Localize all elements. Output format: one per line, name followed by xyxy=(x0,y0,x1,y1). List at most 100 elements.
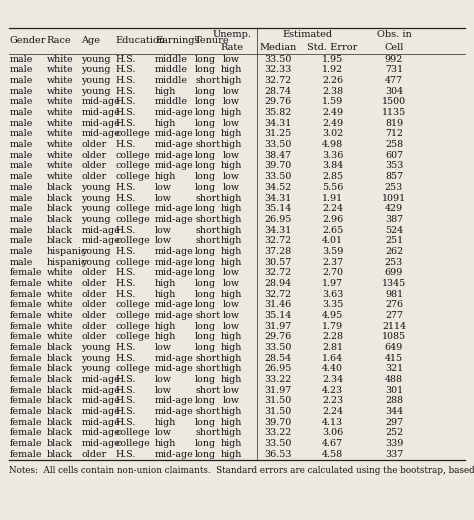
Text: Rate: Rate xyxy=(220,43,243,52)
Text: white: white xyxy=(47,151,73,160)
Text: male: male xyxy=(9,162,33,171)
Text: mid-age: mid-age xyxy=(155,162,194,171)
Text: 34.31: 34.31 xyxy=(264,193,292,202)
Text: 2.24: 2.24 xyxy=(322,204,343,213)
Text: 288: 288 xyxy=(385,396,403,406)
Text: 2.96: 2.96 xyxy=(322,215,343,224)
Text: high: high xyxy=(155,87,176,96)
Text: high: high xyxy=(221,108,242,117)
Text: 3.36: 3.36 xyxy=(322,151,343,160)
Text: female: female xyxy=(9,365,42,373)
Text: H.S.: H.S. xyxy=(116,343,136,352)
Text: black: black xyxy=(47,439,73,448)
Text: middle: middle xyxy=(155,76,188,85)
Text: low: low xyxy=(223,119,240,128)
Text: high: high xyxy=(221,343,242,352)
Text: black: black xyxy=(47,407,73,416)
Text: 4.23: 4.23 xyxy=(322,386,343,395)
Text: low: low xyxy=(155,236,172,245)
Text: long: long xyxy=(195,301,216,309)
Text: female: female xyxy=(9,268,42,277)
Text: 981: 981 xyxy=(385,290,403,298)
Text: 30.57: 30.57 xyxy=(264,257,292,267)
Text: female: female xyxy=(9,418,42,427)
Text: college: college xyxy=(116,236,150,245)
Text: 26.95: 26.95 xyxy=(264,215,292,224)
Text: short: short xyxy=(195,428,220,437)
Text: college: college xyxy=(116,439,150,448)
Text: young: young xyxy=(82,55,111,63)
Text: mid-age: mid-age xyxy=(155,450,194,459)
Text: 2.24: 2.24 xyxy=(322,407,343,416)
Text: mid-age: mid-age xyxy=(155,247,194,256)
Text: male: male xyxy=(9,66,33,74)
Text: 992: 992 xyxy=(385,55,403,63)
Text: 4.98: 4.98 xyxy=(322,140,343,149)
Text: Unemp.: Unemp. xyxy=(212,30,251,39)
Text: short: short xyxy=(195,226,220,235)
Text: low: low xyxy=(155,343,172,352)
Text: white: white xyxy=(47,332,73,341)
Text: short: short xyxy=(195,311,220,320)
Text: 3.06: 3.06 xyxy=(322,428,343,437)
Text: mid-age: mid-age xyxy=(155,257,194,267)
Text: H.S.: H.S. xyxy=(116,97,136,107)
Text: white: white xyxy=(47,279,73,288)
Text: black: black xyxy=(47,386,73,395)
Text: older: older xyxy=(82,172,107,181)
Text: high: high xyxy=(221,247,242,256)
Text: hispanic: hispanic xyxy=(47,247,87,256)
Text: Notes:  All cells contain non-union claimants.  Standard errors are calculated u: Notes: All cells contain non-union claim… xyxy=(9,466,474,475)
Text: 2.37: 2.37 xyxy=(322,257,343,267)
Text: mid-age: mid-age xyxy=(82,439,120,448)
Text: 1500: 1500 xyxy=(382,97,406,107)
Text: older: older xyxy=(82,279,107,288)
Text: male: male xyxy=(9,140,33,149)
Text: high: high xyxy=(155,279,176,288)
Text: long: long xyxy=(195,279,216,288)
Text: white: white xyxy=(47,162,73,171)
Text: white: white xyxy=(47,66,73,74)
Text: 32.72: 32.72 xyxy=(264,268,292,277)
Text: low: low xyxy=(155,226,172,235)
Text: high: high xyxy=(221,439,242,448)
Text: low: low xyxy=(155,183,172,192)
Text: H.S.: H.S. xyxy=(116,183,136,192)
Text: H.S.: H.S. xyxy=(116,226,136,235)
Text: 26.95: 26.95 xyxy=(264,365,292,373)
Text: 38.47: 38.47 xyxy=(264,151,292,160)
Text: 34.52: 34.52 xyxy=(264,183,292,192)
Text: 276: 276 xyxy=(385,301,403,309)
Text: mid-age: mid-age xyxy=(82,386,120,395)
Text: 33.22: 33.22 xyxy=(264,428,292,437)
Text: 304: 304 xyxy=(385,87,403,96)
Text: college: college xyxy=(116,322,150,331)
Text: 1091: 1091 xyxy=(382,193,406,202)
Text: mid-age: mid-age xyxy=(155,301,194,309)
Text: H.S.: H.S. xyxy=(116,66,136,74)
Text: 2114: 2114 xyxy=(382,322,406,331)
Text: low: low xyxy=(223,172,240,181)
Text: mid-age: mid-age xyxy=(82,108,120,117)
Text: older: older xyxy=(82,301,107,309)
Text: black: black xyxy=(47,354,73,363)
Text: high: high xyxy=(221,236,242,245)
Text: 2.23: 2.23 xyxy=(322,396,343,406)
Text: high: high xyxy=(221,204,242,213)
Text: long: long xyxy=(195,450,216,459)
Text: 28.54: 28.54 xyxy=(264,354,292,363)
Text: short: short xyxy=(195,76,220,85)
Text: Age: Age xyxy=(82,36,100,45)
Text: H.S.: H.S. xyxy=(116,386,136,395)
Text: high: high xyxy=(221,215,242,224)
Text: 2.38: 2.38 xyxy=(322,87,343,96)
Text: mid-age: mid-age xyxy=(155,140,194,149)
Text: male: male xyxy=(9,247,33,256)
Text: male: male xyxy=(9,215,33,224)
Text: mid-age: mid-age xyxy=(155,108,194,117)
Text: 321: 321 xyxy=(385,365,403,373)
Text: older: older xyxy=(82,290,107,298)
Text: 2.26: 2.26 xyxy=(322,76,343,85)
Text: high: high xyxy=(155,290,176,298)
Text: 253: 253 xyxy=(385,257,403,267)
